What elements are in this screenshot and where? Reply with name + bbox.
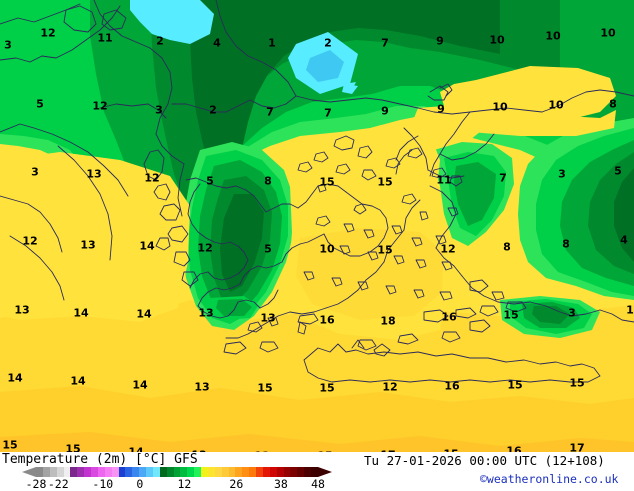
colorbar-segment (283, 467, 291, 477)
colorbar-segment (187, 467, 195, 477)
colorbar-tick-label: 48 (311, 477, 325, 491)
colorbar-segment (201, 467, 208, 477)
colorbar-over-cap (318, 467, 332, 477)
colorbar-segment (132, 467, 140, 477)
colorbar-segment (77, 467, 85, 477)
temperature-map[interactable]: 3 12 11 2 4 1 2 7 9 10 10 10 5 12 3 2 7 7 9 9 10 10 8 3 13 12 5 8 15… (0, 0, 634, 452)
green-dot-central-2 (216, 299, 252, 316)
map-footer: Temperature (2m) [°C] GFS Tu 27-01-2026 … (0, 452, 634, 491)
green-nub-coast-4 (532, 306, 570, 324)
map-canvas (0, 0, 634, 452)
isotherm-band-16 (0, 386, 634, 452)
colorbar-tick-label: 26 (229, 477, 244, 491)
green-mass-anatolia-5 (614, 168, 634, 262)
colorbar-segment (290, 467, 298, 477)
colorbar-segment (49, 467, 57, 477)
colorbar-segment (111, 467, 119, 477)
colorbar-segment (235, 467, 243, 477)
colorbar-gradient (36, 467, 318, 477)
colorbar-tick-label: -28 (25, 477, 47, 491)
colorbar-segment (262, 467, 270, 477)
colorbar-segment (104, 467, 112, 477)
colorbar-segment (36, 467, 43, 477)
colorbar-segment (256, 467, 263, 477)
colorbar-segment (159, 467, 167, 477)
colorbar-segment (249, 467, 256, 477)
run-info: Tu 27-01-2026 00:00 UTC (12+108) (364, 453, 605, 468)
snow-cover-patch-5 (342, 84, 358, 94)
colorbar-segment (56, 467, 64, 477)
temperature-colorbar[interactable]: -28 -22 -10 0 12 26 38 48 (22, 467, 332, 491)
colorbar-segment (214, 467, 222, 477)
colorbar-segment (276, 467, 284, 477)
colorbar-tick-label: 38 (273, 477, 288, 491)
copyright-notice: ©weatheronline.co.uk (480, 472, 619, 486)
colorbar-tick-label: 12 (177, 477, 192, 491)
green-mass-darkest (190, 0, 500, 182)
green-wedge-greece-5 (220, 194, 264, 292)
colorbar-segment (97, 467, 105, 477)
colorbar-segment (152, 467, 160, 477)
colorbar-tick-label: -22 (47, 477, 69, 491)
colorbar-segment (297, 467, 305, 477)
colorbar-segment (180, 467, 188, 477)
colorbar-tick-label: 0 (136, 477, 144, 491)
colorbar-segment (70, 467, 78, 477)
colorbar-segment (269, 467, 277, 477)
snow-cover-patch-4 (306, 50, 344, 82)
snow-cover-patch-6 (344, 82, 356, 90)
isotherm-band-17 (0, 432, 634, 452)
colorbar-segment (228, 467, 236, 477)
colorbar-segment (146, 467, 153, 477)
green-lobe-taurus-3 (454, 162, 496, 226)
coastlines (0, 0, 634, 383)
colorbar-segment (311, 467, 318, 477)
snow-cover-patch-2 (152, 2, 208, 40)
colorbar-segment (63, 467, 71, 477)
colorbar-segment (118, 467, 126, 477)
colorbar-segment (84, 467, 91, 477)
aegean-core-14 (296, 228, 444, 320)
colorbar-under-cap (22, 467, 36, 477)
colorbar-segment (166, 467, 174, 477)
colorbar-segment (91, 467, 98, 477)
colorbar-segment (207, 467, 215, 477)
colorbar-segment (42, 467, 50, 477)
colorbar-segment (139, 467, 146, 477)
colorbar-segment (221, 467, 229, 477)
colorbar-segment (304, 467, 311, 477)
colorbar-tick-label: -10 (92, 477, 114, 491)
colorbar-segment (125, 467, 133, 477)
colorbar-segment (173, 467, 181, 477)
colorbar-segment (242, 467, 250, 477)
legend-title: Temperature (2m) [°C] GFS (2, 452, 198, 467)
ionian-warm (0, 152, 190, 322)
colorbar-segment (194, 467, 201, 477)
